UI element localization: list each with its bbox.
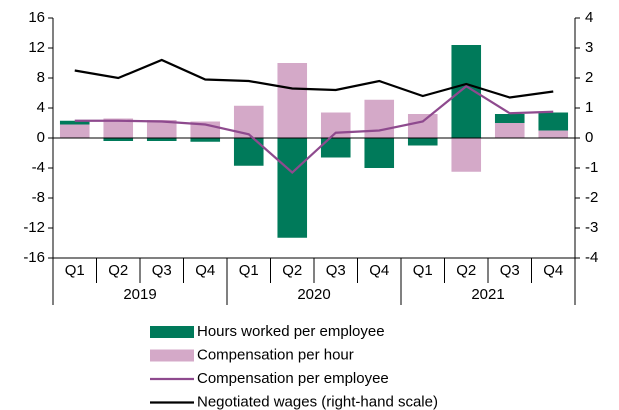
y2-tick-label: 3 <box>585 39 593 56</box>
bar <box>59 120 90 125</box>
x-tick-label: Q1 <box>239 262 259 279</box>
x-tick-label: Q3 <box>500 262 520 279</box>
x-tick-label: Q2 <box>108 262 128 279</box>
y-tick-label: 0 <box>37 129 45 146</box>
x-tick-label: Q2 <box>282 262 302 279</box>
y2-tick-label: 4 <box>585 9 593 26</box>
x-tick-label: Q4 <box>369 262 389 279</box>
legend-swatch <box>150 349 194 362</box>
bar <box>407 138 438 146</box>
y2-tick-label: -2 <box>585 189 598 206</box>
y2-tick-label: 0 <box>585 129 593 146</box>
legend-label: Compensation per hour <box>197 346 354 363</box>
bar <box>59 124 90 138</box>
bar <box>364 99 395 138</box>
y2-tick-label: -1 <box>585 159 598 176</box>
year-label: 2021 <box>471 286 504 303</box>
bar <box>146 120 177 138</box>
x-tick-label: Q1 <box>65 262 85 279</box>
x-tick-label: Q2 <box>456 262 476 279</box>
bar <box>451 138 482 172</box>
bar <box>538 130 569 138</box>
y-tick-label: 16 <box>28 9 45 26</box>
bar <box>103 138 134 141</box>
y2-tick-label: -3 <box>585 219 598 236</box>
y2-tick-label: -4 <box>585 249 598 266</box>
legend-label: Negotiated wages (right-hand scale) <box>197 393 438 410</box>
y-tick-label: -16 <box>23 249 45 266</box>
bar <box>103 118 134 138</box>
x-tick-label: Q4 <box>543 262 563 279</box>
y-tick-label: -8 <box>32 189 45 206</box>
year-label: 2020 <box>297 286 330 303</box>
bar <box>190 138 221 142</box>
y-tick-label: -4 <box>32 159 45 176</box>
x-tick-label: Q4 <box>195 262 215 279</box>
y2-tick-label: 1 <box>585 99 593 116</box>
legend-label: Compensation per employee <box>197 370 389 387</box>
bar <box>277 138 308 238</box>
y-tick-label: 8 <box>37 69 45 86</box>
bar <box>146 138 177 141</box>
line <box>74 84 554 174</box>
bar <box>494 123 525 138</box>
y-tick-label: 12 <box>28 39 45 56</box>
legend-label: Hours worked per employee <box>197 323 385 340</box>
bar <box>364 138 395 168</box>
line <box>74 58 554 99</box>
x-tick-label: Q3 <box>152 262 172 279</box>
x-tick-label: Q3 <box>326 262 346 279</box>
year-label: 2019 <box>123 286 156 303</box>
y2-tick-label: 2 <box>585 69 593 86</box>
legend-swatch <box>150 326 194 338</box>
bar <box>494 114 525 123</box>
x-tick-label: Q1 <box>413 262 433 279</box>
y-tick-label: 4 <box>37 99 45 116</box>
bar <box>538 112 569 131</box>
bar <box>407 114 438 138</box>
y-tick-label: -12 <box>23 219 45 236</box>
bar <box>320 138 351 158</box>
bar <box>277 63 308 138</box>
